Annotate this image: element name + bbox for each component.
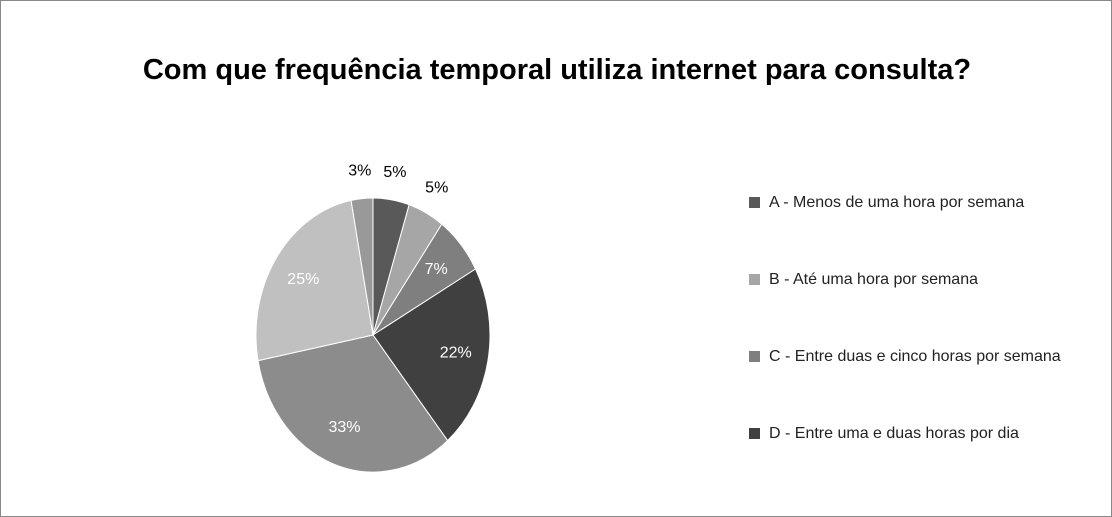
legend-swatch xyxy=(749,428,760,439)
data-label: 3% xyxy=(348,163,371,180)
data-label: 22% xyxy=(440,345,472,362)
data-label: 5% xyxy=(425,180,448,197)
legend-label: A - Menos de uma hora por semana xyxy=(769,194,1025,211)
legend-label: C - Entre duas e cinco horas por semana xyxy=(769,348,1061,365)
legend-label: B - Até uma hora por semana xyxy=(769,271,978,288)
data-label: 25% xyxy=(287,271,319,288)
data-label: 7% xyxy=(425,261,448,278)
chart-title: Com que frequência temporal utiliza inte… xyxy=(142,54,972,86)
legend-label: D - Entre uma e duas horas por dia xyxy=(769,425,1019,442)
pie-slice xyxy=(255,199,374,362)
legend-item: A - Menos de uma hora por semana xyxy=(747,191,1087,268)
legend-item: C - Entre duas e cinco horas por semana xyxy=(747,345,1087,422)
legend-swatch xyxy=(749,274,760,285)
legend: A - Menos de uma hora por semana B - Até … xyxy=(747,191,1087,499)
pie-slice xyxy=(257,334,449,473)
legend-item: D - Entre uma e duas horas por dia xyxy=(747,422,1087,499)
legend-swatch xyxy=(749,351,760,362)
pie-slice xyxy=(350,197,374,336)
legend-swatch xyxy=(749,197,760,208)
data-label: 5% xyxy=(383,164,406,181)
pie-slice xyxy=(372,268,491,442)
data-label: 33% xyxy=(328,419,360,436)
legend-item: B - Até uma hora por semana xyxy=(747,268,1087,345)
